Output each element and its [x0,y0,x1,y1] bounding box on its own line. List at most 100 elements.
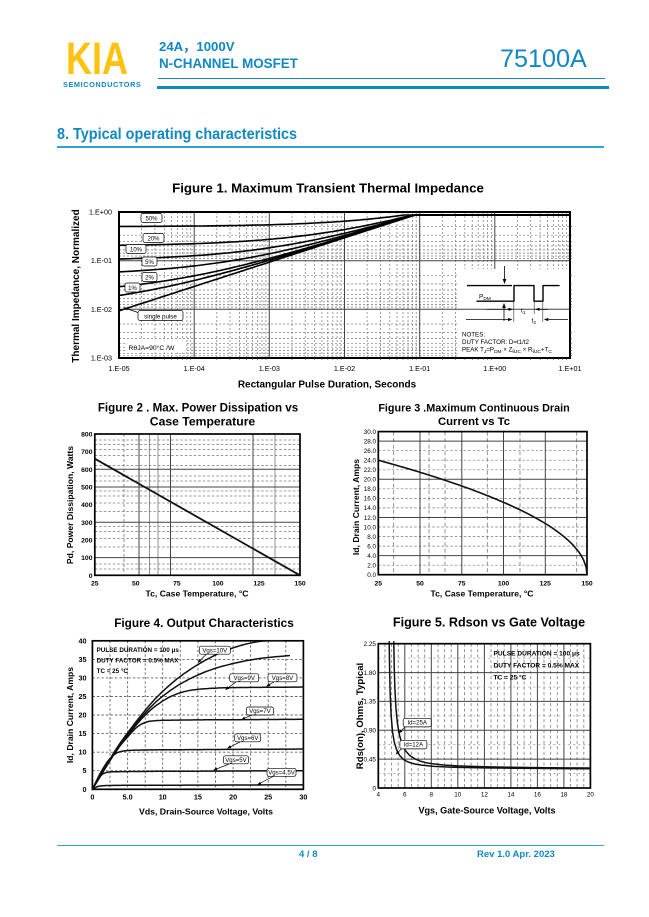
svg-text:DUTY FACTOR = 0.5% MAX: DUTY FACTOR = 0.5% MAX [494,663,580,670]
svg-text:35: 35 [79,655,87,664]
svg-text:4: 4 [377,792,381,799]
svg-text:1.E-01: 1.E-01 [409,364,430,373]
svg-text:8: 8 [430,792,434,799]
svg-text:DUTY FACTOR = 0.5% MAX: DUTY FACTOR = 0.5% MAX [97,658,180,665]
svg-text:Id=25A: Id=25A [407,720,427,727]
svg-text:1.E-02: 1.E-02 [91,305,112,314]
svg-text:75: 75 [173,581,181,588]
svg-text:16.0: 16.0 [364,496,377,503]
svg-text:Id=12A: Id=12A [404,742,424,749]
svg-text:14.0: 14.0 [364,505,377,512]
svg-text:Tc, Case Temperature, °C: Tc, Case Temperature, °C [431,589,534,599]
svg-text:0: 0 [89,573,93,580]
svg-text:Figure 3 .Maximum Continuous D: Figure 3 .Maximum Continuous Drain [378,403,569,415]
svg-text:25: 25 [264,793,272,802]
svg-text:6.0: 6.0 [367,543,376,550]
svg-text:14: 14 [507,792,515,799]
svg-text:Figure 2 . Max. Power Dissipat: Figure 2 . Max. Power Dissipation vs [98,402,298,415]
svg-text:30: 30 [299,793,307,802]
svg-text:PDM: PDM [479,294,491,303]
svg-text:1.E-05: 1.E-05 [108,364,129,373]
svg-text:t2: t2 [532,318,537,327]
svg-text:2%: 2% [145,276,154,282]
svg-text:1.80: 1.80 [364,670,377,677]
svg-text:1.E-04: 1.E-04 [184,364,205,373]
svg-text:100: 100 [498,581,510,588]
svg-text:200: 200 [81,538,93,545]
svg-text:5%: 5% [145,260,154,266]
svg-text:PULSE DURATION = 100 μs: PULSE DURATION = 100 μs [97,647,180,654]
svg-text:50: 50 [416,581,424,588]
svg-text:Tc, Case Temperature, °C: Tc, Case Temperature, °C [146,589,249,599]
svg-text:50%: 50% [145,217,158,223]
svg-text:Vgs=6V: Vgs=6V [237,735,259,742]
svg-text:0: 0 [372,785,376,792]
svg-text:1.E+00: 1.E+00 [483,364,506,373]
svg-text:1.E+01: 1.E+01 [559,364,582,373]
svg-text:TC = 25 °C: TC = 25 °C [494,674,527,682]
svg-text:15: 15 [194,793,202,802]
svg-text:1%: 1% [128,286,137,292]
svg-text:Vgs, Gate-Source Voltage, Volt: Vgs, Gate-Source Voltage, Volts [418,806,555,816]
svg-text:1.E-03: 1.E-03 [259,364,280,373]
svg-text:Vgs=10V: Vgs=10V [202,647,228,654]
svg-text:8.0: 8.0 [367,534,376,541]
svg-text:0.90: 0.90 [364,728,377,735]
svg-text:1.E+00: 1.E+00 [89,208,112,217]
svg-text:100: 100 [81,555,93,562]
svg-text:Vgs=9V: Vgs=9V [233,675,255,682]
svg-text:20.0: 20.0 [364,477,377,484]
svg-text:20: 20 [79,711,87,720]
svg-text:75: 75 [458,581,466,588]
svg-text:22.0: 22.0 [364,467,377,474]
svg-text:DUTY FACTOR: D=t1/t2: DUTY FACTOR: D=t1/t2 [462,339,530,346]
svg-text:Vgs=4.5V: Vgs=4.5V [268,769,296,776]
svg-text:50: 50 [132,581,140,588]
svg-text:1.35: 1.35 [364,699,377,706]
svg-text:10%: 10% [130,248,143,254]
svg-text:Current vs Tc: Current vs Tc [438,416,510,428]
svg-text:18: 18 [560,792,568,799]
svg-text:Vgs=8V: Vgs=8V [272,675,294,682]
svg-text:Thermal Impedance, Normalized: Thermal Impedance, Normalized [71,209,82,362]
svg-text:25: 25 [91,581,99,588]
svg-text:10: 10 [159,793,167,802]
svg-text:0: 0 [90,793,94,802]
svg-text:RθJA=90°C /W: RθJA=90°C /W [129,344,176,352]
svg-text:single pulse: single pulse [144,314,177,321]
svg-text:40: 40 [79,636,87,645]
svg-text:16: 16 [534,792,542,799]
svg-text:1.E-03: 1.E-03 [91,354,112,363]
svg-text:15: 15 [79,729,87,738]
svg-text:28.0: 28.0 [364,438,377,445]
svg-text:1.E-02: 1.E-02 [334,364,355,373]
svg-text:TC = 25 °C: TC = 25 °C [97,667,129,675]
svg-text:600: 600 [81,467,93,474]
svg-text:Vgs=5V: Vgs=5V [225,757,247,764]
svg-text:400: 400 [81,502,93,509]
svg-text:20: 20 [229,793,237,802]
svg-text:Pd, Power Dissipation, Watts: Pd, Power Dissipation, Watts [65,446,75,564]
svg-text:0: 0 [83,785,87,794]
svg-text:PULSE DURATION = 100 μs: PULSE DURATION = 100 μs [494,651,581,658]
svg-text:6: 6 [403,792,407,799]
svg-text:25: 25 [79,692,87,701]
svg-text:25: 25 [375,581,383,588]
svg-text:24.0: 24.0 [364,458,377,465]
svg-text:30.0: 30.0 [364,429,377,436]
svg-text:Figure 1. Maximum Transient Th: Figure 1. Maximum Transient Thermal Impe… [172,181,484,196]
svg-text:2.0: 2.0 [367,563,376,570]
svg-text:Vds, Drain-Source Voltage, Vol: Vds, Drain-Source Voltage, Volts [139,807,273,817]
svg-text:5.0: 5.0 [123,793,133,802]
svg-text:t1: t1 [521,308,526,317]
svg-text:10.0: 10.0 [364,524,377,531]
svg-text:30: 30 [79,673,87,682]
svg-text:Id, Drain Current, Amps: Id, Drain Current, Amps [65,667,75,763]
svg-text:125: 125 [253,581,265,588]
svg-text:Case Temperature: Case Temperature [150,415,256,429]
svg-text:12: 12 [481,792,489,799]
svg-text:20: 20 [587,792,595,799]
svg-text:PEAK TJ=PDM × ZθJC × RθJC+TC: PEAK TJ=PDM × ZθJC × RθJC+TC [462,347,552,356]
svg-text:700: 700 [81,449,93,456]
svg-text:Vgs=7V: Vgs=7V [249,708,271,715]
